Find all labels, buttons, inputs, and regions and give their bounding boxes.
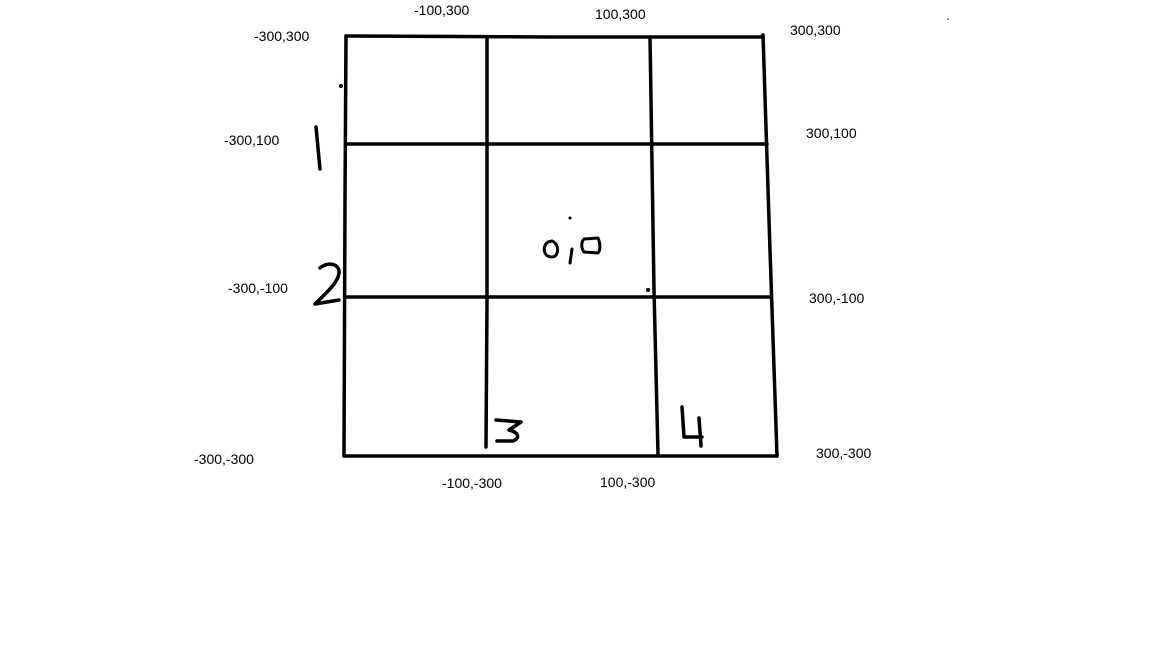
coordinate-label-top-left: -300,300: [254, 28, 310, 44]
grid-top-border: [344, 34, 764, 39]
stray-dot: [339, 84, 343, 88]
coordinate-label-lower-right: 300,-100: [809, 290, 865, 306]
coordinate-label-bottom-mid-right: 100,-300: [600, 474, 656, 490]
handwritten-origin-zero-left: [542, 239, 560, 259]
grid-line-3: [484, 35, 489, 449]
coordinate-label-upper-left: -300,100: [224, 132, 280, 148]
stray-dot: [568, 216, 572, 220]
coordinate-label-upper-right: 300,100: [806, 125, 857, 141]
handwritten-origin-comma: [568, 247, 574, 265]
coordinate-label-lower-left: -300,-100: [228, 280, 288, 296]
grid-right-border: [761, 33, 779, 458]
handwritten-origin-zero-right: [580, 236, 602, 255]
handwritten-3: [494, 418, 523, 443]
handwritten-2: [313, 262, 341, 306]
stray-dot: [646, 288, 650, 292]
coordinate-label-bottom-right: 300,-300: [816, 445, 872, 461]
coordinate-label-top-right: 300,300: [790, 22, 841, 38]
handwritten-4: [680, 405, 704, 448]
grid-left-border: [342, 34, 348, 458]
grid-line-4: [648, 35, 660, 456]
coordinate-label-bottom-mid-left: -100,-300: [442, 475, 502, 491]
stray-dot: [947, 18, 949, 20]
handwritten-1: [314, 125, 322, 171]
coordinate-label-bottom-left: -300,-300: [194, 451, 254, 467]
coordinate-label-top-mid-right: 100,300: [595, 6, 646, 22]
coordinate-label-top-mid-left: -100,300: [414, 2, 470, 18]
